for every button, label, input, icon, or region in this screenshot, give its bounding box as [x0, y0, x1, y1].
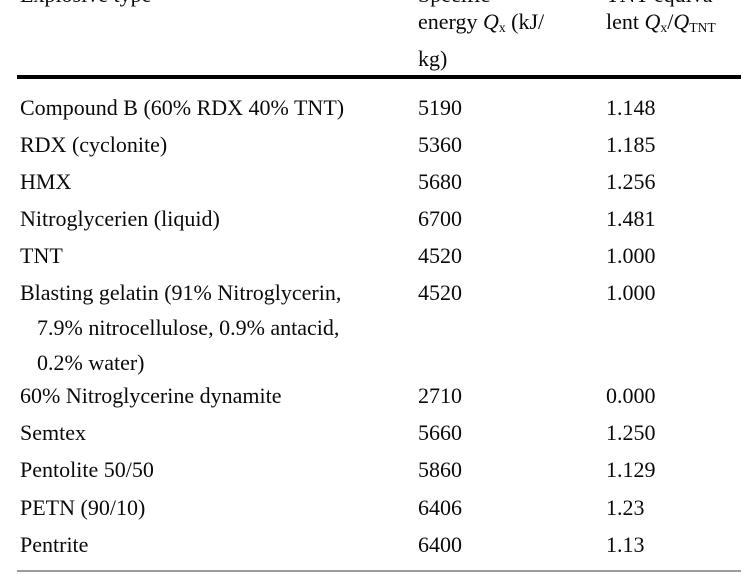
tnt-equivalent-value: 1.13	[606, 532, 645, 557]
table-row: Pentrite 6400 1.13	[0, 534, 750, 571]
header-specific-energy: energy Qx (kJ/ kg)	[418, 3, 544, 77]
specific-energy-value: 5860	[418, 457, 462, 482]
specific-energy-value: 5190	[418, 95, 462, 120]
tnt-equivalent-value: 1.000	[606, 243, 656, 268]
tnt-equivalent-value: 0.000	[606, 383, 656, 408]
explosive-name: PETN (90/10)	[20, 495, 146, 520]
q-symbol: Q	[673, 9, 690, 34]
header-specific-energy-line1: energy Qx (kJ/	[418, 9, 545, 35]
explosive-name: TNT	[20, 243, 63, 268]
table-row: PETN (90/10) 6406 1.23	[0, 497, 750, 534]
explosive-name: Compound B (60% RDX 40% TNT)	[20, 95, 345, 120]
cutoff-header-col3: TNT equiva-	[606, 0, 720, 6]
tnt-equivalent-value: 1.23	[606, 495, 645, 520]
q-subscript-tnt: TNT	[689, 20, 716, 35]
q-symbol: Q	[482, 9, 499, 34]
cutoff-header-col2: Specific	[418, 0, 490, 6]
explosive-name: Nitroglycerien (liquid)	[20, 206, 220, 231]
tnt-equivalent-value: 1.185	[606, 132, 656, 157]
specific-energy-value: 4520	[418, 280, 462, 305]
table-row: HMX 5680 1.256	[0, 171, 750, 208]
table-row: RDX (cyclonite) 5360 1.185	[0, 134, 750, 171]
explosive-name-line3: 0.2% water)	[37, 350, 145, 375]
specific-energy-value: 5660	[418, 420, 462, 445]
tnt-equivalent-value: 1.481	[606, 206, 656, 231]
table-row: Nitroglycerien (liquid) 6700 1.481	[0, 208, 750, 245]
tnt-equivalent-value: 1.250	[606, 420, 656, 445]
table-row: Semtex 5660 1.250	[0, 422, 750, 459]
explosive-name: Pentrite	[20, 532, 89, 557]
table-row: Pentolite 50/50 5860 1.129	[0, 459, 750, 496]
specific-energy-value: 5360	[418, 132, 462, 157]
table-header-rule	[17, 75, 741, 79]
q-symbol: Q	[644, 9, 661, 34]
specific-energy-value: 2710	[418, 383, 462, 408]
tnt-equivalent-value: 1.000	[606, 280, 656, 305]
explosive-name: 60% Nitroglycerine dynamite	[20, 383, 282, 408]
table-row: TNT 4520 1.000	[0, 245, 750, 282]
explosive-name: RDX (cyclonite)	[20, 132, 168, 157]
tnt-equivalent-value: 1.148	[606, 95, 656, 120]
table-row: Blasting gelatin (91% Nitroglycerin, 7.9…	[0, 282, 750, 389]
table-bottom-rule	[17, 570, 741, 572]
explosive-name: Blasting gelatin (91% Nitroglycerin,	[20, 280, 342, 305]
specific-energy-value: 6406	[418, 495, 462, 520]
q-subscript-x: x	[498, 20, 506, 35]
specific-energy-value: 5680	[418, 169, 462, 194]
header-specific-energy-line2: kg)	[418, 46, 448, 71]
specific-energy-value: 6700	[418, 206, 462, 231]
explosive-name: Pentolite 50/50	[20, 457, 154, 482]
explosive-name: Semtex	[20, 420, 86, 445]
cutoff-header-col1: Explosive type	[20, 0, 151, 6]
header-tnt-equivalent: lent Qx/QTNT	[606, 9, 716, 35]
tnt-equivalent-value: 1.256	[606, 169, 656, 194]
specific-energy-value: 4520	[418, 243, 462, 268]
table-row: Compound B (60% RDX 40% TNT) 5190 1.148	[0, 97, 750, 134]
q-subscript-x: x	[660, 20, 668, 35]
explosive-name-line2: 7.9% nitrocellulose, 0.9% antacid,	[37, 315, 340, 340]
table-row: 60% Nitroglycerine dynamite 2710 0.000	[0, 385, 750, 422]
specific-energy-value: 6400	[418, 532, 462, 557]
explosive-name: HMX	[20, 169, 72, 194]
tnt-equivalent-value: 1.129	[606, 457, 656, 482]
